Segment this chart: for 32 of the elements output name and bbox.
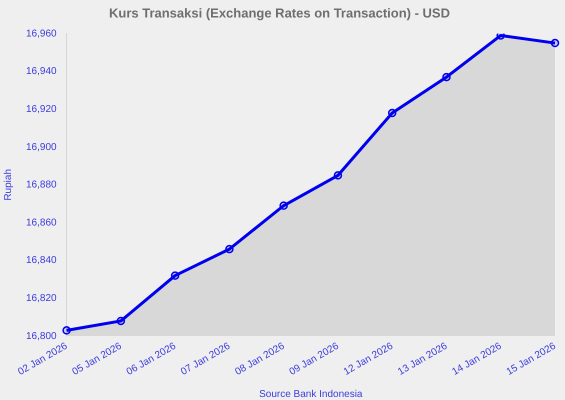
y-tick-label: 16,940 [26,66,58,78]
point [116,316,126,326]
x-tick-label: 12 Jan 2026 [342,340,396,378]
point [225,244,234,254]
point [170,271,180,280]
point [62,326,71,335]
y-tick-label: 16,840 [26,255,58,266]
y-tick-label: 16,800 [26,330,58,342]
y-axis-title: Rupiah [2,168,14,201]
x-tick-label: 09 Jan 2026 [288,340,342,378]
x-tick-label: 15 Jan 2026 [504,340,558,378]
x-tick-label: 08 Jan 2026 [233,340,287,378]
point [496,34,505,40]
x-tick-label: 07 Jan 2026 [179,340,233,378]
x-tick-label: 05 Jan 2026 [70,340,124,378]
x-axis-title: Source Bank Indonesia [259,388,363,400]
y-tick-label: 16,880 [26,180,58,191]
chart-title: Kurs Transaksi (Exchange Rates on Transaction) - USD [109,5,450,20]
x-tick-label: 06 Jan 2026 [124,340,178,378]
y-tick-label: 16,860 [26,217,58,228]
y-tick-label: 16,900 [26,142,58,153]
point [388,108,396,118]
y-tick-label: 16,960 [26,28,58,40]
x-tick-label: 13 Jan 2026 [396,340,450,378]
point [279,201,288,210]
point [334,171,342,180]
point [442,72,451,82]
y-tick-label: 16,820 [26,293,58,304]
y-tick-label: 16,920 [26,104,58,115]
point [550,38,560,48]
x-tick-label: 14 Jan 2026 [450,340,504,378]
x-tick-label: 02 Jan 2026 [16,340,70,378]
